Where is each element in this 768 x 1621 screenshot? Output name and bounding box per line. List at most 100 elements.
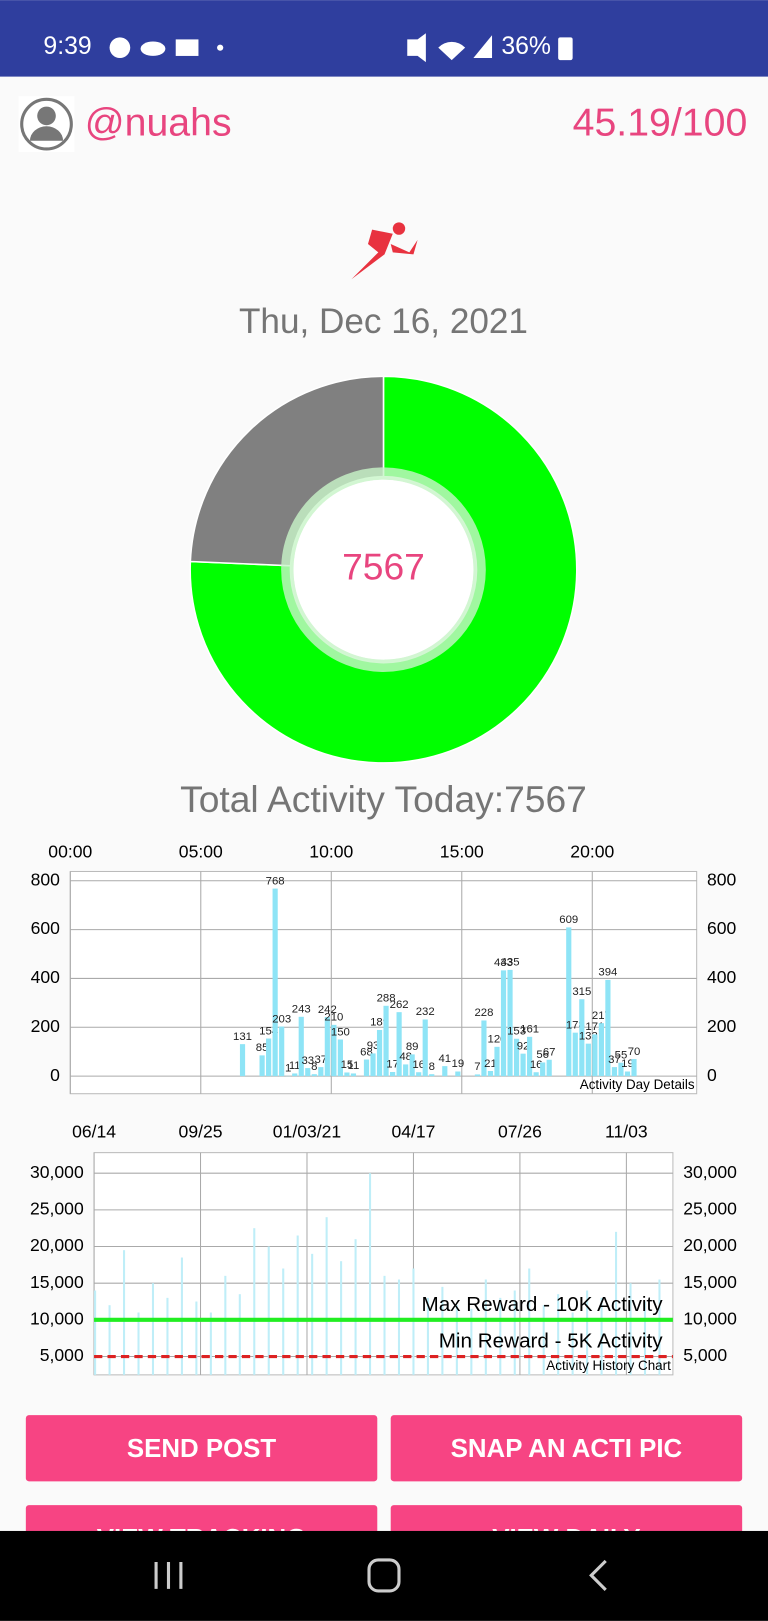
bar-value-label: 8: [429, 1061, 435, 1073]
y-tick-label-right: 600: [707, 918, 737, 938]
x-tick-label: 00:00: [48, 842, 92, 862]
bar: [618, 1062, 624, 1077]
bar: [180, 1257, 183, 1375]
score: 45.19/100: [573, 101, 748, 145]
bar: [298, 1016, 304, 1077]
bar-value-label: 21: [484, 1058, 497, 1070]
bar-value-label: 15: [341, 1059, 354, 1071]
bar: [137, 1312, 140, 1375]
y-tick-label-right: 400: [707, 967, 737, 987]
bar-value-label: 48: [399, 1051, 412, 1063]
bar-value-label: 8: [311, 1061, 317, 1073]
bar-value-label: 242: [318, 1004, 337, 1016]
back-button[interactable]: [589, 1559, 607, 1591]
bar: [311, 1074, 317, 1077]
recents-button[interactable]: [154, 1561, 183, 1589]
bar: [615, 1231, 618, 1375]
bar: [484, 1279, 487, 1375]
button[interactable]: [390, 1415, 743, 1482]
bar: [239, 1044, 246, 1077]
bar: [324, 1017, 330, 1077]
button-label[interactable]: SNAP AN ACTI PIC: [451, 1435, 683, 1463]
bar: [643, 1301, 647, 1375]
bar-value-label: 228: [474, 1007, 493, 1019]
chart-caption: Activity History Chart: [546, 1358, 671, 1373]
bar: [94, 1290, 97, 1375]
donut-inner-ring: [281, 467, 486, 672]
bar-value-label: 243: [292, 1004, 311, 1016]
bar: [267, 1246, 270, 1375]
y-tick-label: 600: [31, 918, 61, 938]
battery-icon: [558, 37, 573, 61]
wifi-icon: [438, 41, 466, 61]
bar: [631, 1059, 637, 1077]
y-tick-label-right: 30,000: [683, 1162, 737, 1182]
bar: [585, 1043, 591, 1077]
y-tick-label: 5,000: [40, 1345, 84, 1365]
runner-head: [392, 222, 406, 235]
bar: [238, 1294, 241, 1375]
status-bar: [0, 0, 768, 77]
bar: [209, 1312, 212, 1375]
bar: [259, 1055, 265, 1077]
y-tick-label: 200: [31, 1016, 61, 1036]
bar-value-label: 55: [615, 1049, 628, 1061]
bar: [397, 1279, 401, 1375]
bar: [266, 1038, 272, 1077]
bar-value-label: 93: [367, 1040, 380, 1052]
bar: [520, 1053, 526, 1077]
bar: [546, 1059, 552, 1077]
x-tick-label: 10:00: [309, 842, 353, 862]
bar-value-label: 768: [266, 875, 285, 887]
bar: [422, 1019, 428, 1077]
home-button[interactable]: [367, 1558, 401, 1593]
y-tick-label-right: 800: [707, 869, 737, 889]
avatar: [20, 97, 73, 151]
bar: [470, 1308, 473, 1375]
bar-value-label: 68: [360, 1046, 373, 1058]
bar-value-label: 203: [272, 1013, 291, 1025]
x-tick-label: 15:00: [440, 842, 484, 862]
bar-value-label: 70: [628, 1046, 641, 1058]
y-tick-label: 15,000: [30, 1272, 84, 1292]
y-tick-label: 0: [50, 1065, 60, 1085]
bar: [272, 888, 278, 1077]
x-tick-label: 06/14: [72, 1122, 116, 1142]
bar: [123, 1250, 126, 1375]
bar: [369, 1173, 372, 1375]
bar-value-label: 37: [608, 1054, 621, 1066]
y-tick-label-right: 200: [707, 1016, 737, 1036]
bar-value-label: 153: [507, 1026, 526, 1038]
bar: [108, 1305, 111, 1375]
button[interactable]: [25, 1415, 378, 1482]
bar: [629, 1283, 632, 1375]
y-tick-label-right: 15,000: [683, 1272, 737, 1292]
bar: [253, 1228, 256, 1375]
chart-caption: Activity Day Details: [580, 1077, 695, 1092]
username[interactable]: @nuahs: [85, 101, 232, 145]
bar-value-label: 16: [412, 1059, 425, 1071]
bar-value-label: 315: [572, 986, 591, 998]
bar: [337, 1039, 343, 1077]
bar: [598, 1023, 604, 1077]
mute-icon: [407, 33, 426, 63]
runner-leg: [390, 239, 418, 255]
bar-value-label: 16: [530, 1059, 543, 1071]
avatar-body: [29, 126, 64, 141]
bar: [403, 1064, 409, 1077]
bar: [455, 1071, 461, 1077]
y-tick-label-right: 5,000: [683, 1345, 727, 1365]
bar-value-label: 92: [517, 1040, 530, 1052]
bar-value-label: 41: [438, 1053, 451, 1065]
bar-value-label: 89: [406, 1041, 419, 1053]
bar: [350, 1073, 357, 1077]
bar: [557, 1294, 560, 1375]
donut-center-value: 7567: [342, 545, 425, 587]
bar: [533, 1072, 539, 1077]
date: Thu, Dec 16, 2021: [239, 302, 528, 341]
bar: [292, 1073, 298, 1077]
button-label[interactable]: SEND POST: [127, 1435, 276, 1463]
y-tick-label: 25,000: [30, 1198, 84, 1218]
reference-label: Min Reward - 5K Activity: [439, 1330, 664, 1353]
bar: [494, 1046, 500, 1077]
